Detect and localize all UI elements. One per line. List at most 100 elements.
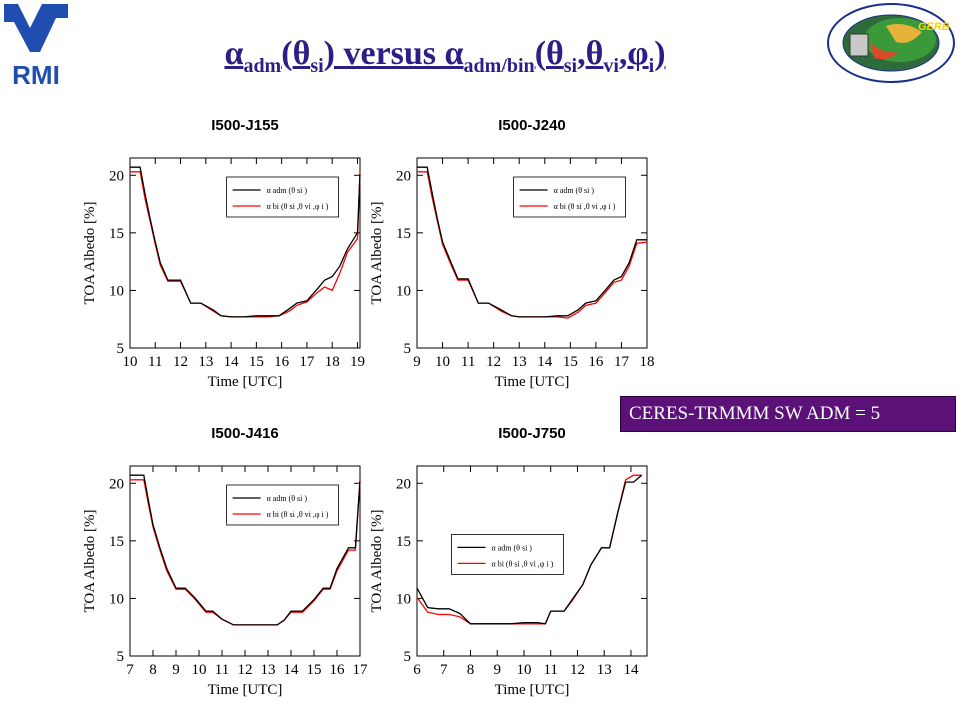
legend-label-adm: α adm (θ si ) [267,186,308,195]
title-close: ) [654,35,666,72]
x-tick-label: 17 [353,662,369,678]
y-axis-label: TOA Albedo [%] [82,509,98,612]
chart-title: I500-J750 [498,425,566,442]
x-tick-label: 9 [493,662,501,678]
x-axis-label: Time [UTC] [208,374,283,390]
x-tick-label: 19 [350,354,365,370]
title-sub-adm: adm [243,54,282,77]
chart-panel-2: I500-J240 5 10 15 20 9 10 11 12 13 14 15 16 17 18 Time … [361,110,661,420]
legend-label-adm: α adm (θ si ) [492,543,533,552]
chart-panel-3: I500-J416 5 10 15 20 7 8 9 10 11 12 13 14 15 16 17 Time … [74,418,374,728]
y-tick-label: 5 [404,649,412,665]
x-tick-label: 6 [413,662,421,678]
plot-frame [416,465,648,657]
x-tick-label: 18 [325,354,340,370]
title-versus: ) versus [323,35,445,72]
chart-title: I500-J416 [211,425,279,442]
y-tick-label: 20 [396,476,411,492]
x-tick-label: 13 [198,354,213,370]
title-alpha-1: α [224,35,244,72]
x-tick-label: 9 [413,354,421,370]
title-open-2: ( [534,35,547,72]
chart-title: I500-J155 [211,117,279,134]
y-tick-label: 20 [109,476,124,492]
title-sub-si-1: si [310,54,324,77]
ceres-adm-note: CERES-TRMMM SW ADM = 5 [620,396,956,432]
legend-label-bin: α bi (θ si ,θ vi ,φ i ) [492,559,554,568]
legend-box [226,484,340,526]
x-tick-label: 10 [192,662,207,678]
series-line-adm [130,474,361,626]
x-tick-label: 7 [440,662,448,678]
legend-box [451,534,564,575]
title-alpha-2: α [444,35,464,72]
y-axis-label: TOA Albedo [%] [369,509,385,612]
x-tick-label: 13 [512,354,527,370]
y-tick-label: 10 [396,591,411,607]
x-tick-label: 10 [516,662,531,678]
plot-frame [416,157,648,349]
title-sub-si-2: si [563,54,578,77]
x-tick-label: 18 [640,354,655,370]
gerb-satellite-icon [849,33,869,57]
x-tick-label: 15 [563,354,578,370]
legend-label-adm: α adm (θ si ) [554,186,595,195]
title-theta-1: θ [292,35,311,72]
x-tick-label: 12 [486,354,501,370]
rmi-logo: RMI [0,0,72,90]
title-comma-1: , [577,35,586,72]
x-tick-label: 14 [284,662,300,678]
y-tick-label: 5 [404,341,412,357]
x-tick-label: 8 [149,662,157,678]
rmi-logo-text: RMI [12,60,60,88]
y-tick-label: 10 [396,283,411,299]
x-tick-label: 10 [123,354,138,370]
slide-title: αadm(θsi) versus αadm/bin(θsi,θvi,φi) [0,32,890,88]
rmi-logo-mark [4,4,68,52]
x-tick-label: 16 [330,662,346,678]
x-tick-label: 7 [126,662,134,678]
legend-label-bin: α bi (θ si ,θ vi ,φ i ) [554,202,616,211]
chart-panel-1: I500-J155 5 10 15 20 10 11 12 13 14 15 16 17 18 19 Time… [74,110,374,420]
legend-label-bin: α bi (θ si ,θ vi ,φ i ) [267,202,329,211]
title-sub-vi: vi [603,54,619,77]
y-tick-label: 5 [117,649,125,665]
x-tick-label: 16 [588,354,604,370]
x-tick-label: 8 [467,662,475,678]
chart-svg-4: I500-J750 5 10 15 20 6 7 8 9 10 11 12 13 14 Time [UTC]… [369,425,648,698]
x-tick-label: 15 [307,662,322,678]
x-tick-label: 17 [299,354,315,370]
y-tick-label: 10 [109,591,124,607]
y-tick-label: 10 [109,283,124,299]
x-tick-label: 11 [543,662,557,678]
series-line-adm [130,166,361,318]
gerb-logo: GERB [826,2,956,84]
legend-box [226,176,340,218]
legend-label-bin: α bi (θ si ,θ vi ,φ i ) [267,510,329,519]
title-theta-3: θ [585,35,604,72]
y-tick-label: 20 [109,168,124,184]
x-tick-label: 17 [614,354,630,370]
x-tick-label: 12 [173,354,188,370]
title-open-1: ( [281,35,293,72]
x-tick-label: 15 [249,354,264,370]
plot-frame [129,157,361,349]
chart-svg-2: I500-J240 5 10 15 20 9 10 11 12 13 14 15 16 17 18 Time … [369,117,655,390]
y-tick-label: 15 [109,226,124,242]
x-tick-label: 13 [597,662,612,678]
x-tick-label: 13 [261,662,276,678]
series-line-adm [417,166,647,318]
x-tick-label: 14 [623,662,639,678]
x-tick-label: 11 [148,354,162,370]
x-tick-label: 14 [537,354,553,370]
x-axis-label: Time [UTC] [495,682,570,698]
x-tick-label: 11 [215,662,229,678]
x-tick-label: 12 [238,662,253,678]
y-axis-label: TOA Albedo [%] [82,201,98,304]
x-tick-label: 9 [172,662,180,678]
y-tick-label: 5 [117,341,125,357]
legend-box [513,176,627,218]
x-tick-label: 11 [461,354,475,370]
x-tick-label: 10 [435,354,450,370]
